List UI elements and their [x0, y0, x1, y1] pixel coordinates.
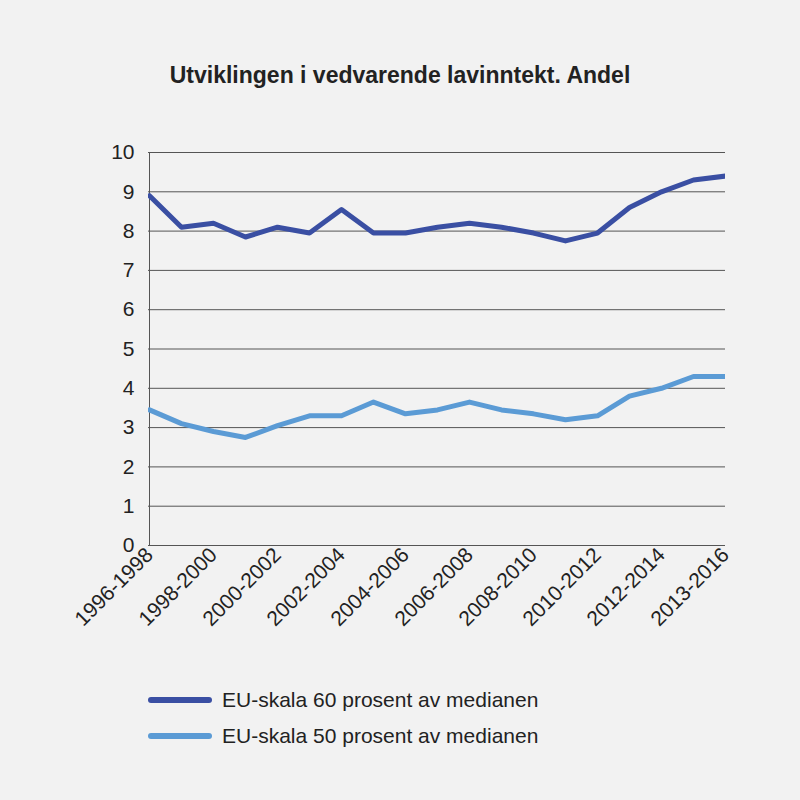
- svg-text:1998-2000: 1998-2000: [133, 542, 222, 631]
- svg-text:4: 4: [123, 376, 135, 399]
- svg-text:2002-2004: 2002-2004: [261, 542, 350, 631]
- svg-text:2004-2006: 2004-2006: [325, 542, 414, 631]
- svg-text:8: 8: [123, 219, 135, 242]
- html-text:EU-skala 60 prosent av mediane: EU-skala 60 prosent av medianen: [222, 688, 539, 711]
- html-text:Utviklingen i vedvarende lavin: Utviklingen i vedvarende lavinntekt. And…: [169, 62, 631, 88]
- svg-text:6: 6: [123, 297, 135, 320]
- svg-text:7: 7: [123, 258, 135, 281]
- svg-text:10: 10: [111, 140, 134, 163]
- svg-text:5: 5: [123, 337, 135, 360]
- svg-text:2000-2002: 2000-2002: [197, 542, 286, 631]
- svg-text:1996-1998: 1996-1998: [69, 542, 158, 631]
- svg-text:1: 1: [123, 494, 135, 517]
- svg-text:2012-2014: 2012-2014: [581, 542, 670, 631]
- svg-text:2008-2010: 2008-2010: [453, 542, 542, 631]
- svg-text:2010-2012: 2010-2012: [517, 542, 606, 631]
- svg-text:2013-2016: 2013-2016: [646, 543, 733, 630]
- svg-text:2006-2008: 2006-2008: [389, 542, 478, 631]
- svg-text:0: 0: [122, 533, 135, 557]
- svg-text:9: 9: [123, 180, 135, 203]
- svg-text:3: 3: [123, 415, 135, 438]
- svg-text:2: 2: [123, 455, 135, 478]
- html-text:EU-skala 50 prosent av mediane: EU-skala 50 prosent av medianen: [222, 724, 539, 747]
